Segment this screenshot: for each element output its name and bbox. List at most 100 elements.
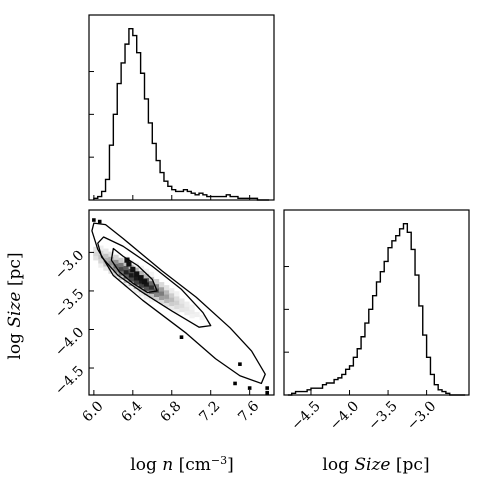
contour-outer [91, 222, 266, 385]
density-cell [189, 313, 195, 319]
density-cell [169, 288, 175, 294]
density-cell [108, 260, 114, 266]
density-cell [179, 306, 185, 313]
density-cell [103, 252, 109, 259]
density-cell [118, 257, 124, 263]
density-core-cell [138, 275, 144, 281]
density-cell [159, 299, 165, 305]
density-cell [128, 276, 134, 282]
density-cell [169, 305, 175, 311]
density-cell [179, 302, 185, 308]
density-cell [133, 283, 139, 290]
density-cell [174, 295, 180, 301]
density-cell [128, 280, 134, 286]
density-cell [128, 272, 134, 278]
outlier-point [238, 362, 242, 366]
density-cell [93, 246, 99, 252]
size-histogram-frame [283, 209, 470, 396]
density-cell [143, 294, 150, 300]
contour-inner [110, 247, 158, 294]
contour-y-tick-label: −4.5 [52, 363, 87, 398]
x-axis-label-size: log Size [pc] [322, 455, 429, 475]
density-cell [143, 285, 150, 291]
density-cell [153, 296, 160, 302]
density-core-cell [141, 279, 148, 285]
density-cell [113, 263, 119, 269]
density-cell [169, 296, 175, 302]
density-cell [189, 304, 195, 310]
density-cell [148, 280, 155, 286]
density-core-cell [130, 266, 136, 272]
density-core-cell [124, 257, 130, 263]
density-cell [164, 293, 170, 299]
density-cell [103, 248, 109, 254]
density-cell [113, 254, 119, 260]
density-cell [153, 291, 160, 297]
density-cell [169, 292, 175, 298]
density-cell [159, 282, 165, 288]
contour-plot-area [91, 218, 269, 395]
density-cell [153, 279, 160, 285]
density-cell [199, 314, 205, 321]
density-cell [148, 292, 155, 299]
density-cell [113, 271, 119, 277]
outlier-point [247, 386, 252, 390]
density-cell [138, 282, 144, 288]
density-cell [138, 269, 144, 276]
density-cell [184, 301, 190, 307]
size-x-tick-label: −3.0 [404, 398, 439, 433]
density-cell [143, 268, 150, 274]
density-cell [103, 265, 109, 271]
density-cell [159, 286, 165, 292]
density-cell [123, 269, 129, 275]
density-cell [108, 251, 114, 257]
density-cell [148, 284, 155, 290]
density-cell [164, 297, 170, 304]
bottom-right-histogram-panel: −4.5 −4.0 −3.5 −3.0 [283, 209, 470, 434]
density-cell [138, 286, 144, 293]
density-cell [174, 308, 180, 314]
size-x-tick-label: −3.5 [365, 398, 400, 433]
outlier-point [92, 218, 96, 222]
size-histogram-line [287, 223, 466, 396]
contour-x-tick-label: 6.0 [80, 398, 107, 425]
density-cell [98, 245, 104, 251]
density-cell [169, 300, 175, 307]
density-cell [143, 272, 150, 279]
density-cell [133, 288, 139, 294]
density-cell [174, 291, 180, 297]
density-cell [113, 267, 119, 273]
density-core-cell [134, 271, 140, 277]
density-cell [174, 299, 180, 305]
density-cell [164, 289, 170, 295]
x-axis-label-density: log n [cm−3] [130, 454, 233, 476]
density-cell [189, 308, 195, 315]
density-cell [93, 255, 99, 261]
density-cell [133, 266, 139, 273]
density-cell [153, 283, 160, 289]
contour-x-tick-label: 7.6 [235, 398, 262, 425]
top-left-histogram-panel [88, 14, 275, 201]
density-cell [98, 258, 104, 264]
density-cell [164, 302, 170, 308]
density-cell [118, 261, 124, 268]
density-cell [138, 278, 144, 284]
density-cell [123, 273, 129, 279]
density-cell [123, 265, 129, 271]
bottom-left-contour-panel: 6.0 6.4 6.8 7.2 7.6 −3.0 −3.5 −4.0−4.5 [52, 209, 275, 425]
density-histogram-line [93, 28, 270, 201]
contour-y-tick-label: −4.0 [52, 325, 87, 360]
contour-x-tick-label: 6.8 [157, 398, 184, 425]
top-histogram-frame [88, 14, 275, 201]
density-cell [194, 311, 200, 318]
size-x-tick-label: −4.0 [327, 398, 362, 433]
y-axis-label-size: log Size [pc] [5, 252, 25, 359]
density-cell [164, 285, 170, 291]
density-cell [174, 303, 180, 310]
contour-panel-frame [88, 209, 275, 396]
axis-labels: log n [cm−3] log Size [pc] log Size [pc] [5, 252, 430, 475]
density-cell [159, 294, 165, 301]
density-cell [148, 271, 155, 277]
contour-y-tick-label: −3.0 [52, 247, 87, 282]
